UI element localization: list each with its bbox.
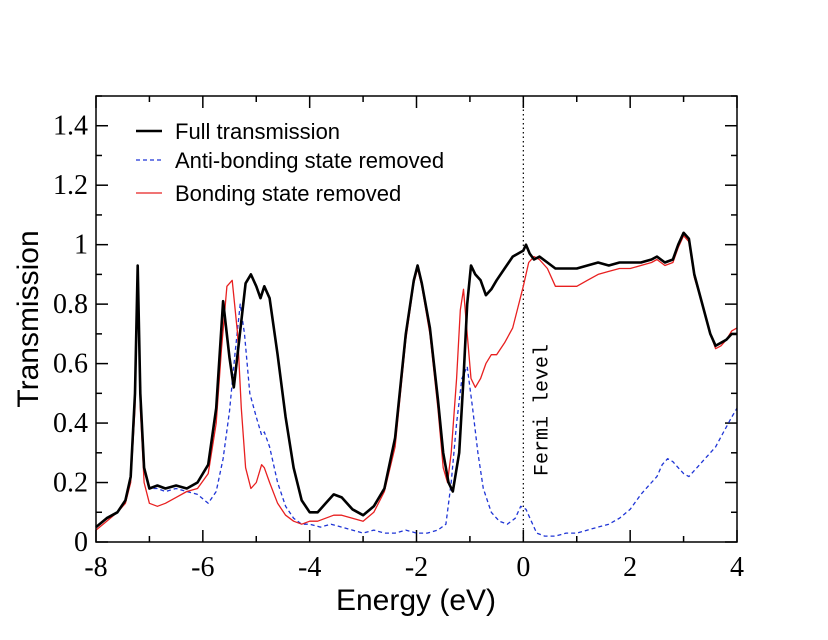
series-line-1 — [95, 264, 738, 537]
x-tick-label: -4 — [298, 552, 321, 583]
fermi-level-marker: Fermi level — [522, 96, 554, 542]
legend-label-2: Bonding state removed — [175, 181, 401, 206]
y-tick-label: 0.8 — [53, 289, 88, 320]
y-tick-label: 1.2 — [53, 170, 88, 201]
x-tick-label: -8 — [84, 552, 107, 583]
x-tick-label: -2 — [405, 552, 428, 583]
x-tick-label: 0 — [516, 552, 530, 583]
x-tick-label: 2 — [623, 552, 637, 583]
fermi-level-label: Fermi level — [531, 344, 554, 476]
y-tick-label: 1 — [74, 230, 88, 261]
legend-label-0: Full transmission — [175, 119, 340, 144]
y-tick-label: 0.6 — [53, 349, 88, 380]
y-tick-label: 0 — [74, 527, 88, 558]
legend-label-1: Anti-bonding state removed — [175, 148, 444, 173]
x-axis-title: Energy (eV) — [336, 584, 496, 617]
x-tick-label: -6 — [191, 552, 214, 583]
y-tick-label: 1.4 — [53, 111, 88, 142]
series-layer — [95, 231, 738, 537]
x-tick-label: 4 — [730, 552, 744, 583]
series-line-0 — [95, 231, 737, 529]
tick-layer: -8 -6 -4 -2 0 2 4 0 0.2 0.4 0.6 0.8 1 1.2 1.4 — [53, 95, 744, 583]
y-tick-label: 0.4 — [53, 408, 88, 439]
y-axis-title: Transmission — [12, 230, 45, 407]
legend: Full transmission Anti-bonding state remo… — [136, 119, 444, 206]
y-tick-label: 0.2 — [53, 468, 88, 499]
plot-frame — [95, 95, 738, 543]
